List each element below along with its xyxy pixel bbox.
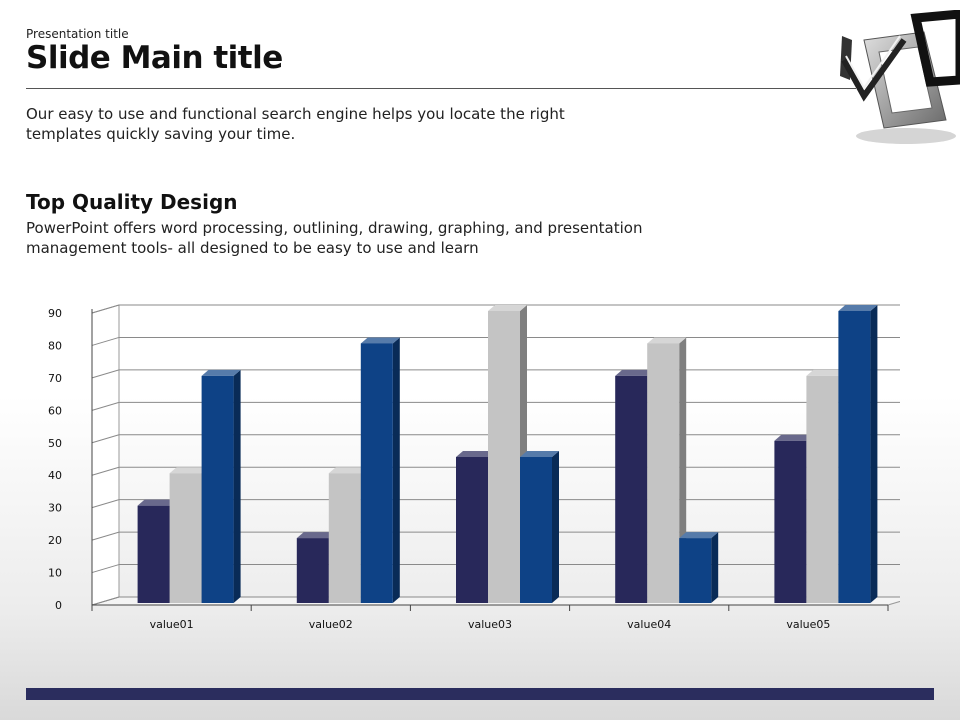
- x-tick-label: value05: [786, 618, 830, 631]
- bar-top-series1: [296, 532, 336, 539]
- bar-series1: [456, 457, 488, 603]
- bar-top-series3: [838, 305, 878, 311]
- gridline-diagonal: [91, 531, 120, 541]
- 3d-checkmark-frame-icon: [834, 9, 960, 150]
- y-tick-label: 80: [48, 339, 62, 352]
- bar-series1: [615, 375, 648, 603]
- y-tick-label: 90: [48, 307, 62, 320]
- y-tick-label: 70: [48, 372, 62, 385]
- bar-series3: [679, 538, 712, 603]
- y-tick-label: 60: [48, 404, 62, 417]
- bar-series3: [201, 375, 234, 603]
- bar-side-series3: [552, 451, 559, 603]
- y-tick-label: 10: [48, 567, 62, 580]
- bar-top-series3: [679, 532, 719, 539]
- bar-series2: [328, 473, 361, 603]
- gridline-diagonal: [91, 596, 120, 606]
- intro-text: Our easy to use and functional search en…: [26, 105, 565, 143]
- bar-side-series3: [233, 369, 241, 603]
- y-tick-label: 40: [48, 469, 62, 482]
- x-tick-label: value02: [309, 618, 353, 631]
- y-tick-label: 30: [48, 502, 62, 515]
- bar-chart: 0 10 20 30 40 50 60 70 80 90 value01 value02 value03…: [30, 292, 916, 637]
- bar-series3: [838, 311, 871, 603]
- y-tick-label: 20: [48, 534, 62, 547]
- gridline-diagonal: [91, 401, 120, 411]
- bottom-accent-bar: [26, 688, 934, 700]
- bar-series3: [360, 343, 393, 603]
- gridline-diagonal: [91, 336, 120, 346]
- section-body-text: PowerPoint offers word processing, outli…: [26, 219, 643, 257]
- bar-series3: [520, 457, 552, 603]
- chart-left-wall: [91, 304, 120, 606]
- bar-series1: [137, 505, 170, 603]
- gridline-diagonal: [91, 466, 120, 476]
- bar-series2: [647, 343, 680, 603]
- x-tick-label: value04: [627, 618, 671, 631]
- bar-top-series3: [201, 369, 241, 376]
- section-heading: Top Quality Design: [26, 190, 238, 214]
- bar-top-series1: [137, 499, 177, 506]
- gridline-diagonal: [91, 564, 120, 574]
- bar-series2: [488, 311, 520, 603]
- bar-series2: [806, 375, 839, 603]
- bar-top-series2: [647, 337, 687, 344]
- title-divider: [26, 88, 856, 89]
- bar-top-series1: [615, 369, 655, 376]
- bar-series1: [296, 538, 329, 603]
- bar-top-series3: [520, 451, 559, 457]
- bar-top-series1: [774, 434, 814, 441]
- bar-top-series2: [488, 305, 527, 311]
- gridline-diagonal: [91, 369, 120, 379]
- x-tick-label: value03: [468, 618, 512, 631]
- bar-side-series3: [870, 305, 878, 603]
- presentation-subtitle: Presentation title: [26, 27, 129, 41]
- bar-series2: [169, 473, 202, 603]
- y-tick-label: 50: [48, 437, 62, 450]
- bar-top-series1: [456, 451, 495, 457]
- bar-top-series2: [169, 467, 209, 474]
- gridline-diagonal: [91, 304, 120, 314]
- bar-top-series2: [328, 467, 368, 474]
- bar-series1: [774, 440, 807, 603]
- bar-top-series2: [806, 369, 846, 376]
- bar-top-series3: [360, 337, 400, 344]
- x-tick-label: value01: [150, 618, 194, 631]
- y-tick-label: 0: [55, 599, 62, 612]
- bar-side-series3: [711, 532, 719, 603]
- bar-side-series3: [392, 337, 400, 603]
- slide-title: Slide Main title: [26, 40, 283, 76]
- gridline-diagonal: [91, 434, 120, 444]
- gridline-diagonal: [91, 499, 120, 509]
